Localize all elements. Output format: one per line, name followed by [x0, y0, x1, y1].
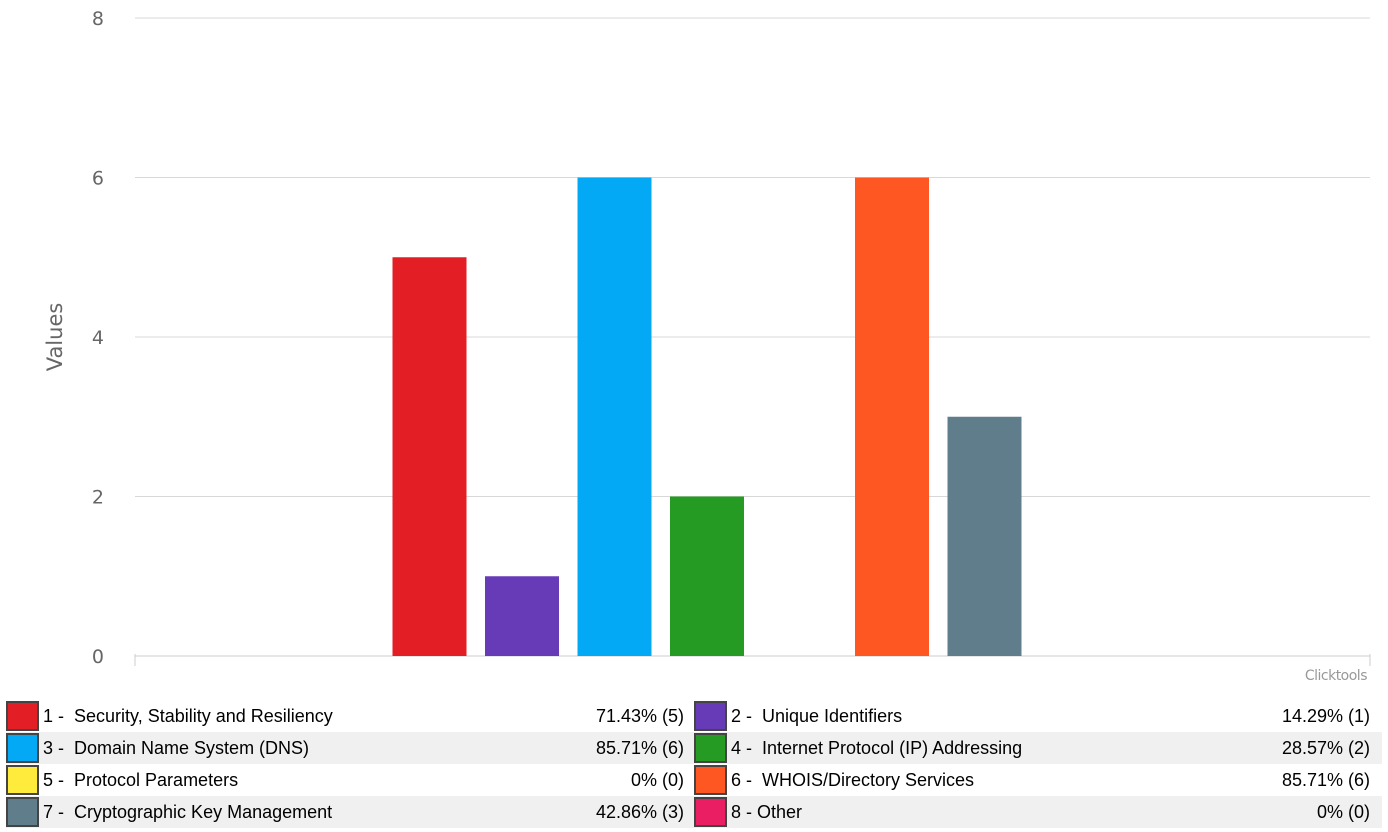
legend-label: 3 - Domain Name System (DNS) — [43, 737, 310, 758]
legend-swatch — [694, 765, 727, 795]
legend-row: 5 - Protocol Parameters 0% (0) 6 - WHOIS… — [6, 764, 1382, 796]
bar-4[interactable] — [670, 496, 744, 657]
y-tick-label: 2 — [92, 487, 104, 509]
legend-item-3[interactable]: 3 - Domain Name System (DNS) 85.71% (6) — [6, 732, 694, 764]
bar-1[interactable] — [392, 257, 467, 656]
legend-row: 3 - Domain Name System (DNS) 85.71% (6) … — [6, 732, 1382, 764]
legend-label: 1 - Security, Stability and Resiliency — [43, 705, 333, 726]
legend-label: 7 - Cryptographic Key Management — [43, 801, 333, 822]
bar-3[interactable] — [577, 177, 652, 657]
gridlines — [134, 17, 1371, 666]
legend-item-1[interactable]: 1 - Security, Stability and Resiliency 7… — [6, 700, 694, 732]
legend-swatch — [694, 701, 727, 731]
legend-value: 0% (0) — [630, 769, 684, 790]
legend-item-5[interactable]: 5 - Protocol Parameters 0% (0) — [6, 764, 694, 796]
legend-swatch — [694, 797, 727, 827]
y-tick-label: 0 — [92, 646, 104, 668]
legend-row: 7 - Cryptographic Key Management 42.86% … — [6, 796, 1382, 828]
legend-value: 85.71% (6) — [1281, 769, 1370, 790]
legend-item-7[interactable]: 7 - Cryptographic Key Management 42.86% … — [6, 796, 694, 828]
y-tick-label: 6 — [92, 168, 104, 190]
legend-label: 8 - Other — [731, 801, 803, 822]
legend-label: 2 - Unique Identifiers — [731, 705, 903, 726]
bar-2[interactable] — [485, 576, 559, 656]
legend-swatch — [694, 733, 727, 763]
y-axis-label: Values — [43, 303, 67, 372]
chart-credit[interactable]: Clicktools — [1305, 668, 1368, 684]
bars — [392, 177, 1022, 657]
y-axis-ticks: 0 2 4 6 8 — [92, 8, 104, 668]
y-tick-label: 4 — [92, 327, 104, 349]
bar-7[interactable] — [947, 416, 1022, 656]
legend-swatch — [6, 797, 39, 827]
y-tick-label: 8 — [92, 8, 104, 30]
legend-value: 71.43% (5) — [595, 705, 684, 726]
legend-label: 4 - Internet Protocol (IP) Addressing — [731, 737, 1023, 758]
legend-swatch — [6, 701, 39, 731]
legend-label: 6 - WHOIS/Directory Services — [731, 769, 975, 790]
bar-chart: 0 2 4 6 8 Values Clicktools — [43, 8, 1371, 684]
legend-item-6[interactable]: 6 - WHOIS/Directory Services 85.71% (6) — [694, 764, 1382, 796]
legend-row: 1 - Security, Stability and Resiliency 7… — [6, 700, 1382, 732]
legend-swatch — [6, 733, 39, 763]
bar-6[interactable] — [855, 177, 929, 657]
legend-swatch — [6, 765, 39, 795]
legend-label: 5 - Protocol Parameters — [43, 769, 239, 790]
legend-value: 85.71% (6) — [595, 737, 684, 758]
legend-value: 14.29% (1) — [1281, 705, 1370, 726]
legend-value: 28.57% (2) — [1281, 737, 1370, 758]
legend-item-2[interactable]: 2 - Unique Identifiers 14.29% (1) — [694, 700, 1382, 732]
legend-item-8[interactable]: 8 - Other 0% (0) — [694, 796, 1382, 828]
legend-value: 42.86% (3) — [595, 801, 684, 822]
legend: 1 - Security, Stability and Resiliency 7… — [6, 700, 1382, 828]
legend-item-4[interactable]: 4 - Internet Protocol (IP) Addressing 28… — [694, 732, 1382, 764]
legend-value: 0% (0) — [1316, 801, 1370, 822]
